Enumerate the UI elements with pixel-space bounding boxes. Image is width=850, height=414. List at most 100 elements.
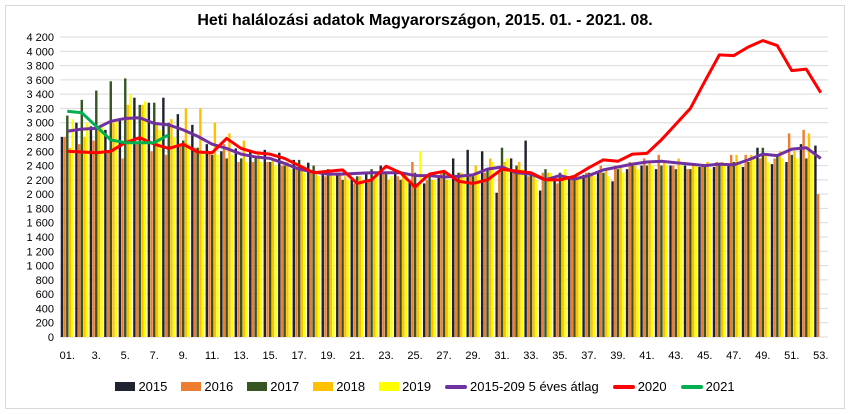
bar-2018 [677,158,680,337]
bar-2019 [332,176,335,337]
bar-2019 [781,158,784,337]
bar-2015 [133,97,136,337]
bar-2015 [654,169,658,337]
bar-2016 [77,144,81,337]
bar-2015 [60,137,64,337]
chart-frame: Heti halálozási adatok Magyarországon, 2… [5,5,845,409]
bar-2016 [425,179,429,337]
bar-2015 [162,97,165,337]
x-tick-label: 45. [697,350,712,362]
bar-2018 [257,151,260,337]
legend-item: 2020 [612,379,667,394]
bar-2015 [495,192,498,337]
bar-2017 [413,172,417,337]
bar-2017 [355,176,359,337]
bar-2015 [524,140,527,337]
bar-2018 [402,172,405,337]
y-tick-label: 800 [36,275,54,287]
bar-2017 [486,169,489,337]
bar-2018 [170,119,173,338]
bar-2015 [582,174,585,337]
legend-swatch [181,382,202,391]
bar-2016 [411,162,414,337]
bar-2017 [196,147,199,337]
bar-2019 [795,158,799,337]
legend-item: 2019 [379,379,431,394]
bar-2018 [706,162,709,337]
bar-2015 [712,167,716,337]
bar-2019 [172,137,176,337]
bar-2018 [532,176,535,337]
bar-2016 [382,172,385,337]
bar-2017 [645,165,649,337]
y-tick-label: 2 200 [26,175,54,187]
bar-2019 [129,94,132,338]
bar-2017 [182,140,185,337]
bar-2017 [732,162,736,337]
bar-2018 [662,162,666,337]
y-tick-label: 1 200 [26,246,54,258]
bar-2017 [326,169,330,337]
bar-2018 [315,172,318,337]
bar-2018 [489,158,492,337]
bar-2015 [220,151,223,337]
bar-2016 [744,154,747,337]
bar-2018 [184,108,188,337]
x-tick-label: 23. [378,350,393,362]
bar-2018 [358,176,362,337]
bar-2017 [776,154,779,337]
bar-2017 [428,176,431,337]
bar-2016 [541,172,545,337]
bar-2015 [104,129,107,337]
y-tick-label: 4 000 [26,46,54,58]
bar-2016 [266,162,269,337]
bar-2019 [375,176,379,337]
bar-2018 [97,126,101,338]
x-tick-label: 33. [523,350,538,362]
bar-2015 [741,167,745,337]
bar-2016 [643,158,646,337]
bar-2016 [179,144,182,337]
bar-2016 [469,176,472,337]
y-tick-label: 3 400 [26,89,54,101]
bar-2015 [785,162,788,337]
legend-swatch [115,382,136,391]
bar-2019 [361,179,364,337]
bar-2018 [300,165,304,337]
bar-2018 [735,154,738,337]
bar-2016 [483,172,487,337]
bar-2017 [805,158,808,337]
bar-2017 [95,90,98,337]
bar-2018 [199,108,202,337]
bar-2018 [691,165,695,337]
x-tick-label: 21. [349,350,364,362]
x-tick-label: 53. [813,350,828,362]
x-tick-label: 31. [494,350,509,362]
bar-2015 [118,119,122,338]
bar-2018 [460,172,463,337]
y-tick-label: 1 800 [26,203,54,215]
bar-2019 [535,179,538,337]
bar-2019 [636,169,640,337]
bar-2017 [471,176,475,337]
bar-2016 [686,169,689,337]
legend-swatch [612,384,635,389]
bar-2017 [80,99,83,337]
bar-2016 [758,158,762,337]
legend-label: 2015 [138,379,168,394]
x-tick-label: 35. [552,350,567,362]
bar-2015 [89,126,93,338]
bar-2015 [567,176,571,337]
bar-2019 [665,165,668,337]
bar-2017 [225,158,228,337]
chart-title: Heti halálozási adatok Magyarországon, 2… [197,12,653,29]
bar-2019 [201,151,205,337]
bar-2018 [271,158,275,337]
legend-item: 2015-209 5 éves átlag [445,379,599,394]
legend-swatch [379,382,400,391]
x-tick-label: 37. [581,350,596,362]
bar-2015 [625,169,629,337]
bar-2016 [454,179,458,337]
bar-2018 [517,162,521,337]
bar-2015 [770,164,774,337]
